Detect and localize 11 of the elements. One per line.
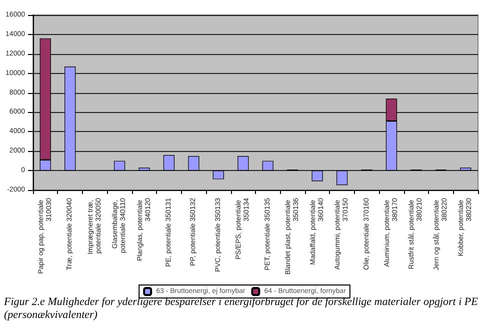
bar	[460, 168, 472, 171]
bar	[336, 170, 348, 186]
bar	[262, 160, 274, 171]
bar	[212, 170, 224, 180]
bar	[114, 160, 126, 171]
bar	[163, 155, 175, 171]
bar	[64, 66, 76, 171]
bar	[238, 156, 249, 171]
bar	[138, 168, 150, 171]
bar	[312, 170, 323, 182]
bar	[188, 156, 200, 171]
